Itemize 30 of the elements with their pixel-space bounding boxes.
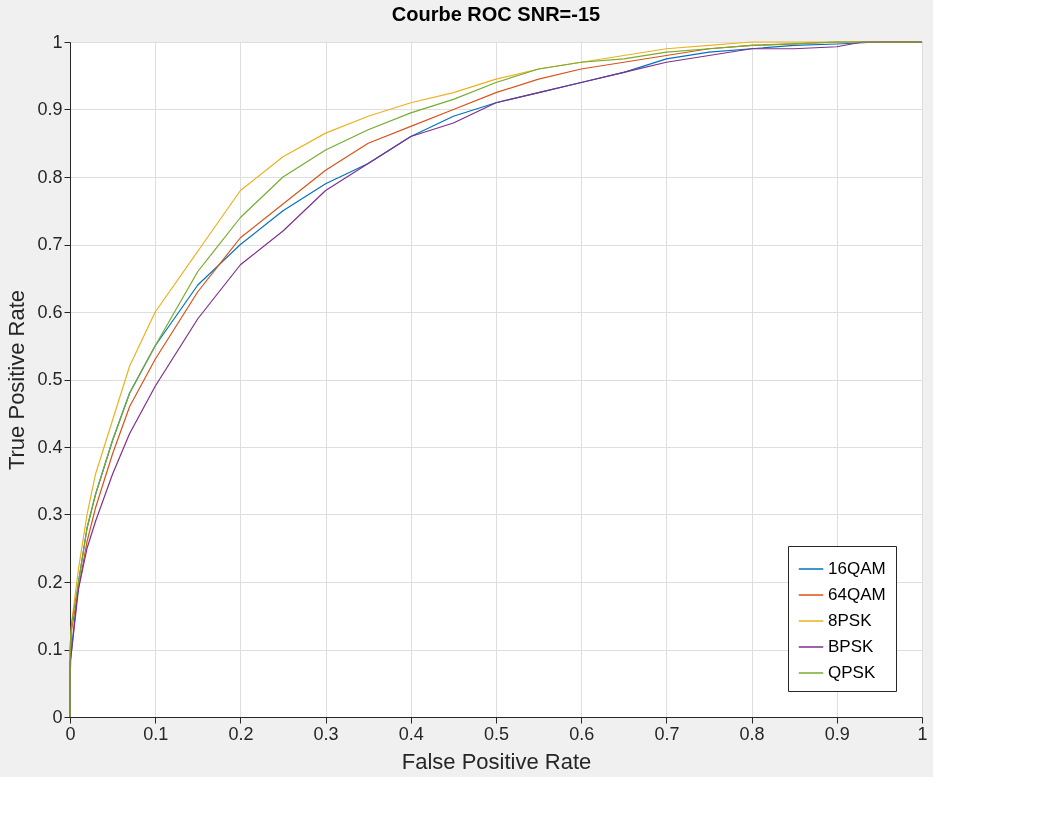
y-tick-label: 0.6 [37, 301, 63, 322]
x-tick-label: 0.1 [143, 723, 169, 744]
x-tick-label: 1 [917, 723, 928, 744]
x-tick-label: 0 [65, 723, 76, 744]
x-tick-label: 0.6 [569, 723, 595, 744]
chart-title: Courbe ROC SNR=-15 [391, 3, 601, 25]
legend-label: QPSK [828, 663, 876, 682]
x-tick-label: 0.8 [739, 723, 765, 744]
y-tick-label: 0.9 [37, 99, 63, 119]
x-tick-label: 0.7 [654, 723, 680, 744]
legend-label: 16QAM [828, 559, 886, 578]
y-tick-label: 0.5 [37, 369, 63, 389]
x-tick-label: 0.5 [483, 723, 510, 744]
y-tick-label: 0.4 [37, 436, 63, 457]
x-tick-label: 0.2 [228, 723, 254, 744]
y-tick-label: 0.1 [37, 639, 63, 659]
legend-label: 64QAM [828, 585, 886, 604]
legend-label: BPSK [828, 637, 875, 656]
x-axis-title: False Positive Rate [401, 748, 592, 774]
y-tick-label: 0 [52, 706, 63, 727]
y-tick-label: 0.7 [37, 234, 63, 254]
y-tick-label: 0.8 [37, 166, 63, 187]
y-axis-title: True Positive Rate [4, 289, 30, 471]
x-tick-label: 0.9 [824, 723, 850, 744]
y-tick-label: 0.2 [37, 571, 63, 592]
y-tick-label: 1 [52, 31, 63, 52]
x-tick-label: 0.3 [313, 723, 339, 744]
legend-label: 8PSK [828, 611, 873, 630]
x-tick-label: 0.4 [398, 723, 424, 744]
y-tick-label: 0.3 [37, 504, 63, 524]
